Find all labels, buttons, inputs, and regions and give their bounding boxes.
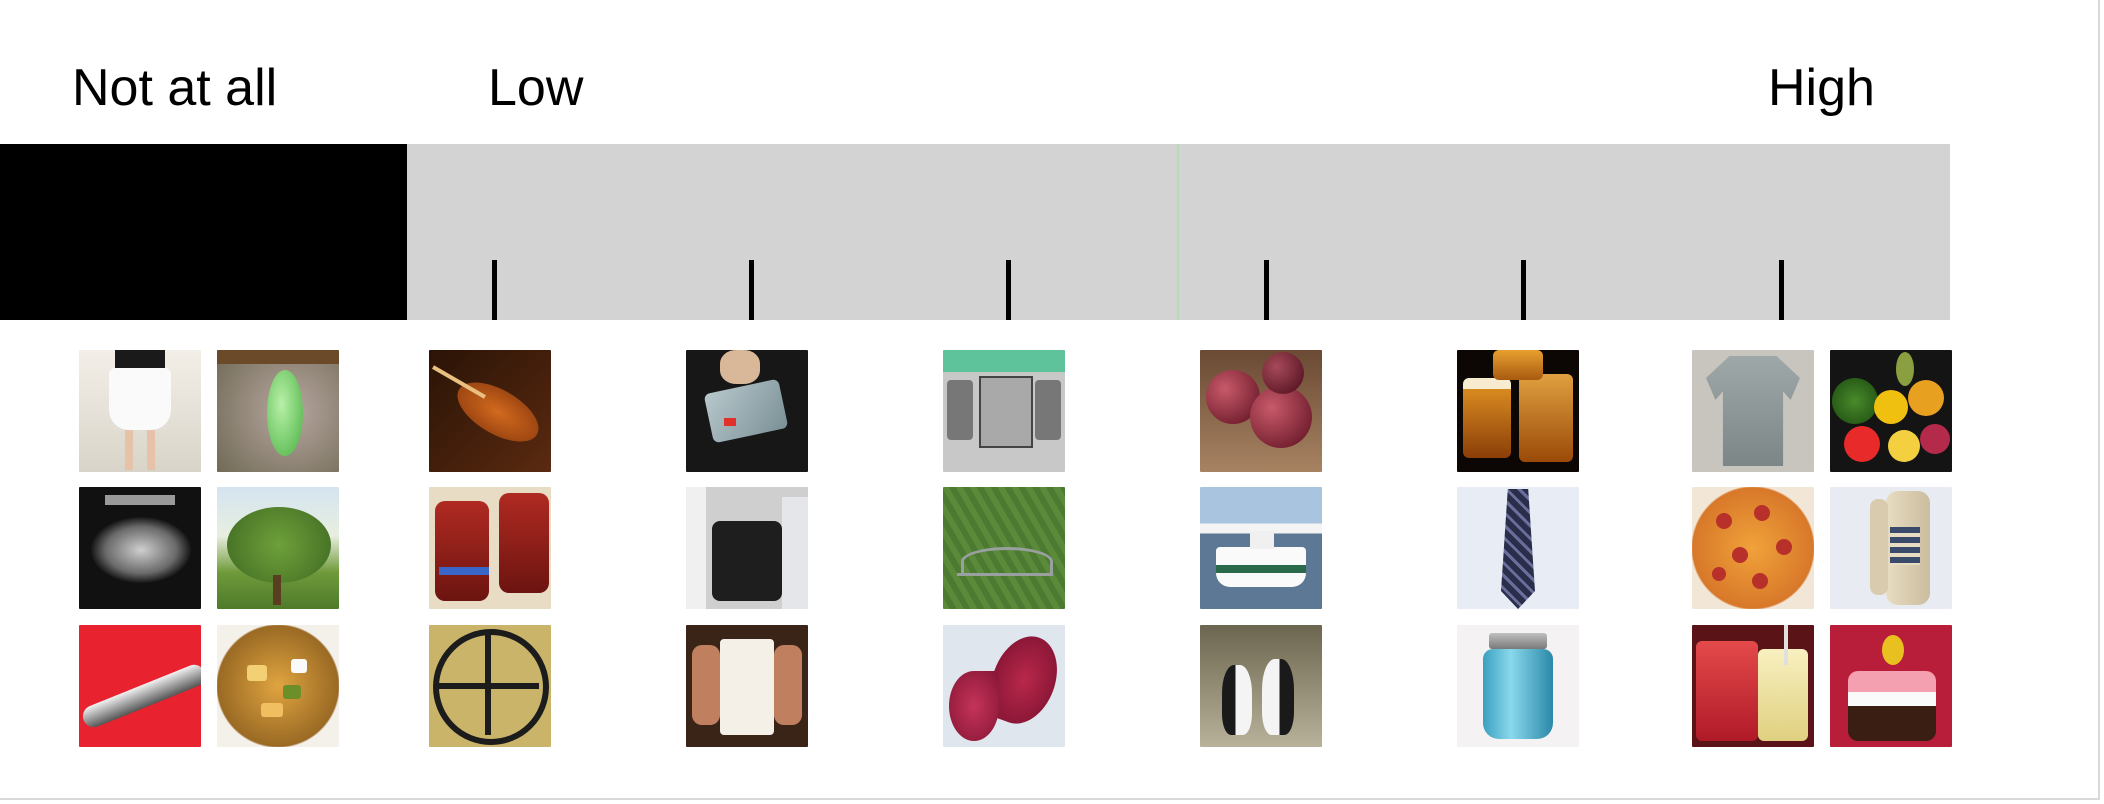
drinks-image	[1692, 625, 1814, 747]
violin-image	[429, 350, 551, 472]
page-border-right	[2098, 0, 2100, 800]
tank-top-image	[686, 625, 808, 747]
scale-tick-2	[749, 260, 754, 320]
penguins-image	[1200, 625, 1322, 747]
credit-card-image	[686, 350, 808, 472]
mason-jar-image	[1457, 625, 1579, 747]
stew-image	[217, 625, 339, 747]
chrysalis-image	[217, 350, 339, 472]
skirt-image	[79, 350, 201, 472]
pizza-image	[1692, 487, 1814, 609]
steering-wheel-image	[429, 625, 551, 747]
ski-boots-image	[429, 487, 551, 609]
rating-scale-bar[interactable]	[0, 144, 1950, 320]
fruit-image	[1830, 350, 1952, 472]
ultrasound-image	[79, 487, 201, 609]
beer-image	[1457, 350, 1579, 472]
scale-tick-4	[1264, 260, 1269, 320]
scale-label-not-at-all: Not at all	[72, 59, 278, 117]
scale-label-high: High	[1768, 59, 1875, 117]
necktie-image	[1457, 487, 1579, 609]
rose-petals-image	[943, 625, 1065, 747]
scale-midline	[1177, 144, 1179, 320]
spoon-image	[79, 625, 201, 747]
page-border-bottom	[0, 798, 2100, 800]
ferry-image	[1200, 487, 1322, 609]
cake-image	[1830, 625, 1952, 747]
plums-image	[1200, 350, 1322, 472]
hanger-image	[943, 487, 1065, 609]
scale-tick-6	[1779, 260, 1784, 320]
stereo-image	[943, 350, 1065, 472]
telephone-image	[1830, 487, 1952, 609]
car-door-image	[686, 487, 808, 609]
apple-tree-image	[217, 487, 339, 609]
shirt-image	[1692, 350, 1814, 472]
scale-label-low: Low	[488, 59, 584, 117]
not-at-all-block[interactable]	[0, 144, 407, 320]
scale-tick-3	[1006, 260, 1011, 320]
scale-tick-1	[492, 260, 497, 320]
scale-tick-5	[1521, 260, 1526, 320]
